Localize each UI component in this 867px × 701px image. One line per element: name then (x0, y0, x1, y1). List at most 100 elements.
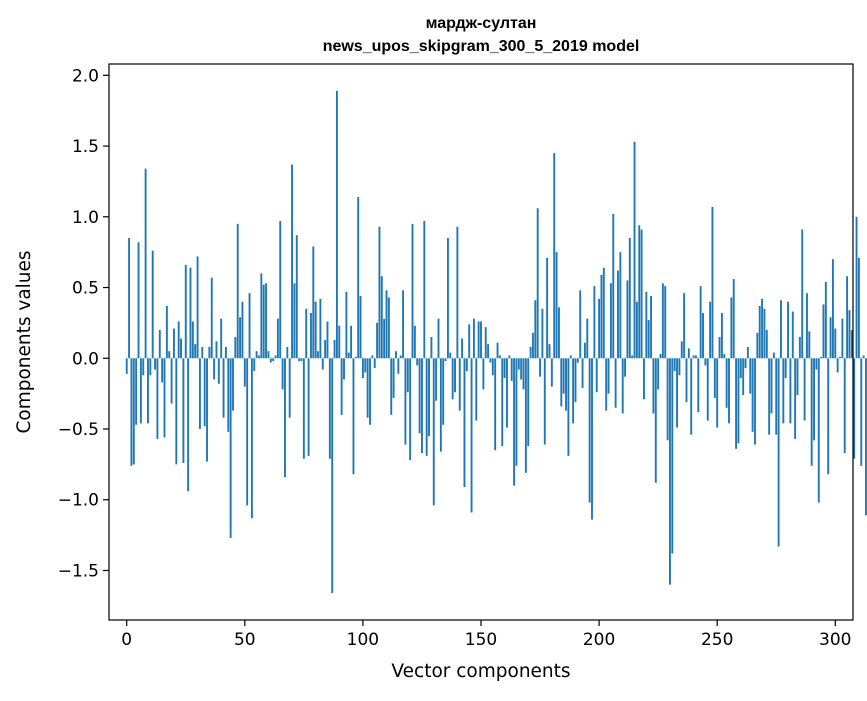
y-tick-label-1: −1.0 (58, 491, 99, 511)
bar-69 (288, 358, 291, 418)
bar-264 (749, 358, 752, 394)
bar-103 (369, 358, 371, 425)
bar-228 (664, 286, 667, 359)
bar-189 (572, 358, 575, 424)
bar-126 (423, 221, 426, 359)
bar-148 (475, 358, 478, 421)
bar-205 (609, 283, 612, 359)
bar-292 (815, 358, 818, 370)
bar-227 (661, 283, 664, 359)
bar-268 (758, 305, 761, 359)
bar-179 (548, 344, 551, 359)
bar-85 (326, 321, 329, 359)
bar-15 (161, 358, 164, 383)
bar-61 (269, 358, 272, 363)
bar-18 (168, 351, 171, 359)
bar-252 (720, 313, 723, 359)
bar-29 (194, 344, 197, 359)
y-tick-label-7: 2.0 (72, 66, 99, 86)
bar-200 (598, 298, 601, 359)
bar-75 (302, 358, 305, 459)
bar-161 (506, 358, 508, 428)
bar-212 (626, 280, 629, 359)
bar-83 (321, 358, 324, 370)
bar-156 (494, 358, 497, 451)
bar-304 (843, 358, 846, 454)
bar-129 (430, 337, 433, 359)
bar-10 (149, 358, 152, 376)
bar-136 (446, 238, 449, 359)
bar-67 (284, 358, 286, 478)
bar-95 (350, 325, 353, 359)
bar-302 (839, 356, 841, 359)
bar-123 (416, 358, 419, 366)
bar-84 (324, 339, 327, 359)
bar-244 (702, 313, 704, 359)
bar-41 (222, 358, 225, 418)
bar-163 (510, 358, 513, 381)
bar-35 (208, 346, 211, 359)
bar-22 (177, 321, 180, 359)
bar-131 (435, 358, 438, 401)
bar-63 (274, 355, 277, 359)
bar-7 (142, 358, 145, 376)
bar-249 (713, 358, 716, 398)
bar-116 (399, 355, 402, 359)
bar-225 (657, 358, 660, 390)
bar-142 (461, 338, 464, 359)
bar-204 (607, 358, 610, 394)
bar-284 (796, 358, 799, 396)
bar-289 (808, 331, 811, 359)
bar-122 (413, 325, 416, 359)
bar-281 (789, 358, 792, 424)
y-axis: −1.5 −1.0 −0.5 0.0 0.5 1.0 1.5 2.0 (58, 66, 109, 581)
bar-11 (151, 250, 154, 359)
bar-5 (137, 242, 140, 359)
bar-31 (198, 358, 201, 430)
bar-99 (359, 296, 362, 359)
bar-17 (165, 305, 168, 359)
bar-285 (798, 337, 801, 359)
bar-130 (432, 358, 435, 506)
bar-80 (314, 301, 317, 359)
bar-254 (725, 358, 728, 408)
bar-86 (328, 358, 331, 459)
bar-206 (612, 213, 615, 359)
bar-306 (848, 310, 851, 359)
bar-109 (383, 318, 386, 359)
bar-64 (276, 318, 279, 359)
bar-242 (697, 358, 700, 413)
bar-203 (605, 358, 608, 411)
bar-195 (586, 318, 589, 359)
bar-107 (378, 226, 381, 359)
bar-308 (853, 358, 856, 459)
bar-132 (437, 318, 440, 359)
bar-146 (470, 358, 473, 513)
bar-307 (850, 329, 853, 359)
bar-233 (676, 358, 678, 428)
bar-296 (824, 281, 827, 359)
bar-118 (404, 358, 407, 445)
bar-309 (855, 216, 858, 359)
x-tick-label-0: 0 (121, 630, 132, 650)
bar-121 (411, 223, 414, 359)
bar-51 (246, 358, 249, 506)
bar-81 (317, 351, 319, 359)
bar-76 (305, 308, 308, 359)
bar-112 (390, 358, 393, 415)
bar-92 (343, 358, 345, 380)
x-tick-label-200: 200 (583, 630, 615, 650)
bar-231 (671, 358, 674, 554)
bar-158 (498, 355, 501, 359)
bar-271 (765, 329, 768, 359)
bar-191 (576, 358, 579, 363)
bar-176 (541, 308, 544, 359)
bar-40 (220, 318, 223, 359)
bar-297 (827, 358, 830, 475)
bar-114 (395, 351, 397, 359)
bar-111 (387, 297, 390, 359)
bar-125 (421, 358, 423, 454)
bar-100 (361, 358, 364, 379)
bar-155 (491, 358, 494, 376)
